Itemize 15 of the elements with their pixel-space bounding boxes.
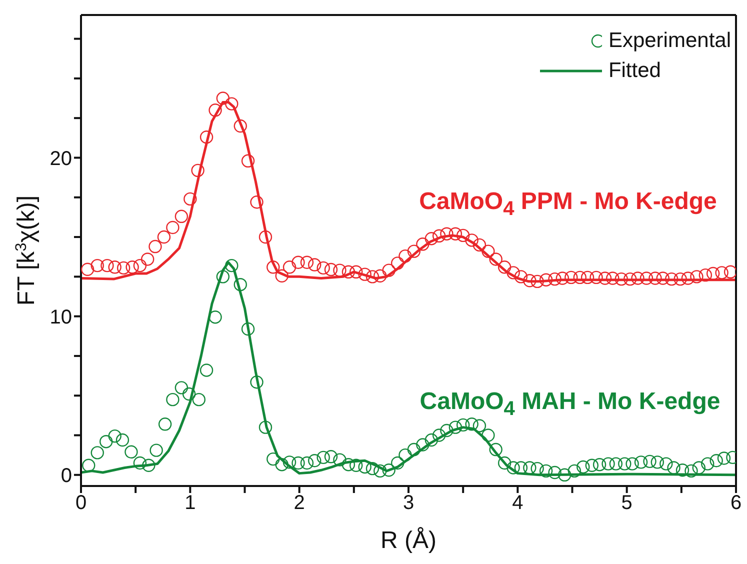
x-tick-label: 5: [621, 492, 632, 514]
y-tick-label: 10: [50, 306, 72, 328]
x-tick-label: 2: [294, 492, 305, 514]
x-tick-label: 4: [512, 492, 524, 514]
x-tick-label: 3: [402, 492, 414, 514]
x-tick-label: 0: [75, 492, 87, 514]
annotation: CaMoO$_{4}$ PPM - Mo K-edge: [419, 188, 717, 221]
legend-label: Experimental: [608, 29, 731, 53]
annotation: CaMoO$_{4}$ MAH - Mo K-edge: [420, 388, 720, 421]
y-tick-label: 0: [60, 465, 72, 487]
x-tick-label: 6: [730, 492, 742, 514]
x-axis-title: R (Å): [380, 527, 436, 554]
x-tick-label: 1: [184, 492, 196, 514]
legend-label: Fitted: [608, 59, 661, 83]
y-tick-label: 20: [50, 148, 72, 170]
